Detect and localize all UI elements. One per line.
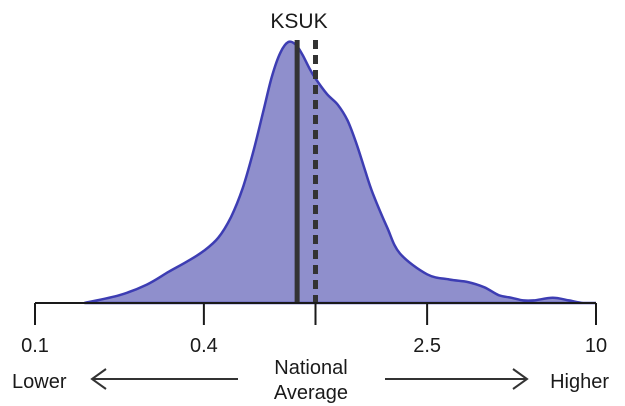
national-average-line1: National	[274, 357, 347, 379]
lower-label: Lower	[12, 371, 67, 393]
higher-label: Higher	[550, 371, 609, 393]
chart-title: KSUK	[270, 10, 327, 33]
x-tick-label: 0.1	[21, 335, 49, 357]
x-ticks: 0.1 0.4 2.5 10	[21, 303, 607, 357]
right-arrow	[385, 368, 529, 390]
national-average-line2: Average	[274, 382, 348, 404]
x-tick-label: 0.4	[190, 335, 218, 357]
x-tick-label: 2.5	[413, 335, 441, 357]
x-tick-label: 10	[585, 335, 607, 357]
left-arrow	[90, 368, 238, 390]
density-area	[84, 40, 596, 305]
